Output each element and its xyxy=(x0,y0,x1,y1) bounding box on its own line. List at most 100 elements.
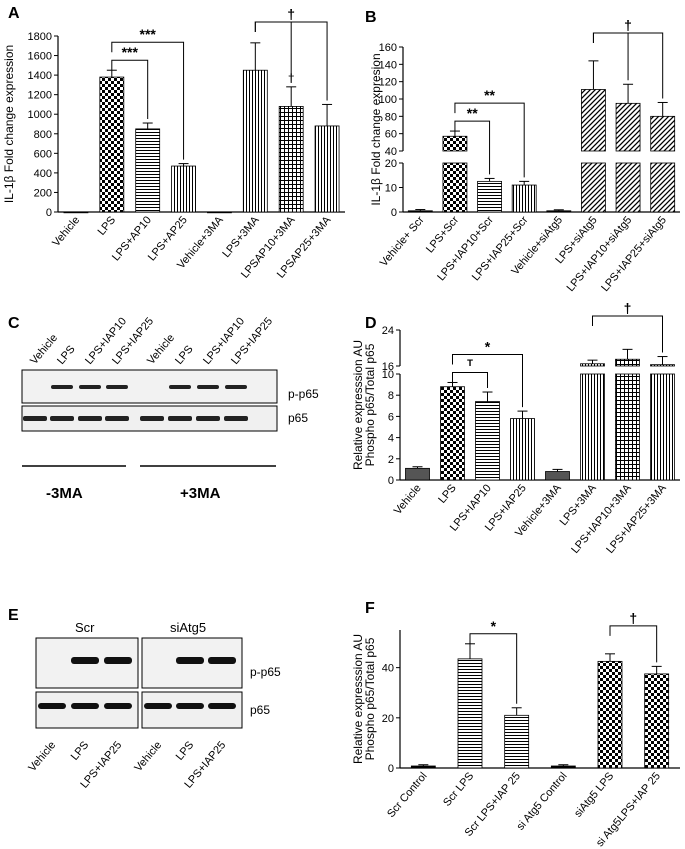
category-label: siAtg5 LPS xyxy=(572,770,616,819)
blot-c-band-p65 xyxy=(140,416,164,421)
bar xyxy=(442,162,468,213)
category-label: LPS xyxy=(96,214,119,238)
y-tick-label: 2 xyxy=(388,454,394,466)
significance-label: † xyxy=(624,17,632,33)
blot-c-group-label-minus: -3MA xyxy=(46,485,83,502)
significance-bracket xyxy=(609,625,658,663)
axis-break-gap xyxy=(397,152,680,162)
bar xyxy=(314,125,340,213)
bar xyxy=(242,69,268,213)
panel-label-d: D xyxy=(365,315,377,332)
y-tick-label: 60 xyxy=(385,129,397,141)
y-tick-label: 160 xyxy=(379,42,397,54)
blot-e-band-label-pp65: p-p65 xyxy=(250,665,281,679)
significance-label: *** xyxy=(140,26,157,42)
blot-e-header-siatg5: siAtg5 xyxy=(170,620,206,635)
significance-bracket xyxy=(469,633,518,704)
bar xyxy=(207,211,232,214)
bar xyxy=(511,184,537,213)
blot-c-band-label-pp65: p-p65 xyxy=(288,387,319,401)
bar xyxy=(597,660,623,769)
bar xyxy=(405,467,430,481)
bar xyxy=(550,765,576,769)
bar xyxy=(615,358,640,367)
bar xyxy=(615,373,640,481)
blot-e-band-p65 xyxy=(71,703,99,709)
bar xyxy=(650,115,676,152)
blot-c-band-pp65 xyxy=(51,385,73,389)
blot-c-band-p65 xyxy=(50,416,74,421)
blot-e-lane-label: Vehicle xyxy=(26,739,58,774)
axis-break-gap xyxy=(394,367,680,373)
significance-label: *** xyxy=(122,44,139,60)
y-tick-label: 20 xyxy=(382,713,394,725)
category-label: Vehicle xyxy=(392,482,424,517)
bar xyxy=(650,364,675,367)
blot-e-band-pp65 xyxy=(71,657,99,664)
bar xyxy=(440,386,465,481)
blot-e-header-scr: Scr xyxy=(75,620,95,635)
bar xyxy=(442,135,468,152)
significance-bracket xyxy=(454,120,491,175)
category-label: LPS+IAP25+siAtg5 xyxy=(599,214,669,294)
y-tick-label: 1800 xyxy=(28,31,52,43)
bar xyxy=(615,162,641,213)
significance-bracket xyxy=(254,21,328,101)
blot-e-band-pp65 xyxy=(104,657,132,664)
category-label: LPS+IAP10+siAtg5 xyxy=(565,214,635,294)
y-tick-label: 0 xyxy=(388,475,394,487)
blot-c-band-pp65 xyxy=(106,385,128,389)
panel-label-f: F xyxy=(365,600,375,617)
blot-c-band-pp65 xyxy=(225,385,247,389)
category-label: LPS+IAP10+3MA xyxy=(569,482,634,556)
significance-bracket xyxy=(454,102,525,178)
blot-c-band-p65 xyxy=(105,416,129,421)
significance-bracket xyxy=(452,353,523,408)
significance-bracket xyxy=(111,41,185,160)
y-axis-label-secondary: Phospho p65/Total p65 xyxy=(363,637,377,760)
panel-label-c: C xyxy=(8,315,20,332)
blot-c-lane-label: LPS xyxy=(173,343,196,367)
panel-label-b: B xyxy=(365,9,377,26)
category-label: LPS+IAP25+3MA xyxy=(604,482,669,556)
y-tick-label: 24 xyxy=(382,325,394,337)
bar xyxy=(278,106,304,213)
blot-c-band-label-p65: p65 xyxy=(288,411,308,425)
y-tick-label: 1000 xyxy=(28,109,52,121)
blot-c-band-pp65 xyxy=(79,385,101,389)
panel-label-e: E xyxy=(8,607,19,624)
y-axis-label: Relative expresssion AU xyxy=(351,634,365,764)
bar xyxy=(410,765,436,769)
significance-bracket xyxy=(592,32,629,81)
y-tick-label: 600 xyxy=(34,148,52,160)
blot-e-membrane-p65-left xyxy=(35,691,139,729)
y-tick-label: 400 xyxy=(34,168,52,180)
bar xyxy=(510,418,535,481)
bar xyxy=(546,210,572,213)
y-tick-label: 1400 xyxy=(28,70,52,82)
blot-e-band-p65 xyxy=(144,703,172,709)
category-label: LPS xyxy=(436,482,459,506)
significance-label: ** xyxy=(467,105,478,121)
blot-c-band-pp65 xyxy=(197,385,219,389)
bar xyxy=(63,211,89,214)
y-tick-label: 4 xyxy=(388,433,394,445)
y-axis-label: IL-1β Fold change expresion xyxy=(369,53,383,205)
blot-e-membrane-p65-right xyxy=(141,691,243,729)
y-tick-label: 80 xyxy=(385,111,397,123)
bar xyxy=(650,373,675,481)
significance-label: † xyxy=(624,300,632,316)
category-label: LPS+Scr xyxy=(424,214,462,255)
y-axis-label: IL-1β Fold change expression xyxy=(2,45,16,203)
y-tick-label: 120 xyxy=(379,77,397,89)
y-tick-label: 0 xyxy=(46,207,52,219)
bar xyxy=(477,180,502,213)
bar xyxy=(581,162,606,213)
bar xyxy=(475,401,500,481)
y-tick-label: 8 xyxy=(388,390,394,402)
y-tick-label: 1200 xyxy=(28,90,52,102)
significance-label: † xyxy=(287,6,295,22)
y-tick-label: 140 xyxy=(379,59,397,71)
